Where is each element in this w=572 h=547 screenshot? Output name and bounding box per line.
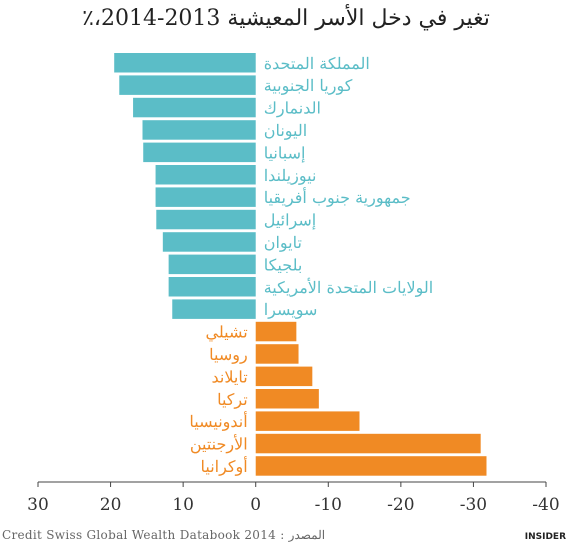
bar-label-0: المملكة المتحدة — [264, 54, 370, 73]
bar-label-13: روسيا — [209, 345, 248, 364]
bar-9 — [168, 254, 256, 275]
bar-label-8: تايوان — [264, 233, 302, 252]
bar-5 — [155, 165, 256, 185]
bar-label-11: سويسرا — [264, 300, 318, 319]
bar-label-9: بلجيكا — [264, 255, 303, 274]
bar-1 — [119, 75, 256, 95]
bar-11 — [172, 299, 256, 319]
bar-2 — [133, 97, 256, 118]
bar-label-12: تشيلي — [206, 323, 248, 342]
bar-13 — [255, 344, 299, 364]
bar-label-10: الولايات المتحدة الأمريكية — [264, 278, 433, 297]
x-tick-label-3: 0 — [250, 495, 261, 515]
bar-label-1: كوريا الجنوبية — [264, 76, 353, 95]
x-tick-label-6: -30 — [460, 495, 487, 515]
bar-16 — [255, 411, 360, 431]
bar-label-7: إسرائيل — [264, 211, 317, 230]
bar-label-2: الدنمارك — [264, 99, 321, 118]
x-tick-label-2: 10 — [172, 495, 194, 515]
bar-label-18: أوكرانيا — [200, 456, 247, 476]
bar-12 — [255, 321, 297, 342]
x-tick-label-0: 30 — [27, 495, 49, 515]
bar-label-16: أندونيسيا — [189, 411, 247, 431]
bar-18 — [255, 456, 487, 476]
bar-label-14: تايلاند — [212, 367, 248, 386]
bar-7 — [156, 209, 256, 230]
bar-4 — [143, 142, 256, 163]
bar-3 — [142, 120, 256, 140]
bar-0 — [114, 53, 256, 73]
x-tick-label-1: 20 — [100, 495, 122, 515]
bar-label-5: نيوزيلندا — [264, 166, 317, 185]
bar-15 — [255, 389, 319, 409]
x-tick-label-4: -10 — [315, 495, 342, 515]
bar-label-3: اليونان — [264, 121, 308, 140]
bar-label-17: الأرجنتين — [190, 435, 248, 454]
bar-17 — [255, 433, 481, 454]
x-tick-label-5: -20 — [387, 495, 414, 515]
source-note: Credit Swiss Global Wealth Databook 2014… — [2, 528, 326, 542]
x-tick-label-7: -40 — [532, 495, 559, 515]
bar-label-15: تركيا — [217, 390, 248, 409]
bar-14 — [255, 366, 313, 387]
bar-label-4: إسبانيا — [264, 143, 306, 162]
bar-10 — [168, 277, 256, 297]
bar-label-6: جمهورية جنوب أفريقيا — [264, 187, 411, 207]
brand-logo: INSIDER — [524, 532, 566, 542]
bar-6 — [155, 187, 256, 207]
bar-8 — [162, 232, 256, 252]
chart-title: تغير في دخل الأسر المعيشية 2013-2014،٪ — [82, 6, 490, 31]
